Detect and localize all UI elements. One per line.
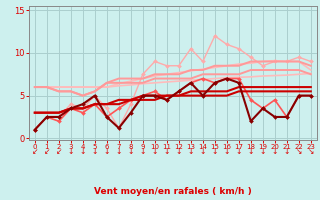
- Text: ↘: ↘: [308, 148, 314, 156]
- Text: ↓: ↓: [236, 148, 242, 156]
- Text: ↓: ↓: [128, 148, 134, 156]
- Text: ↘: ↘: [296, 148, 302, 156]
- Text: ↓: ↓: [152, 148, 158, 156]
- Text: ↓: ↓: [80, 148, 86, 156]
- Text: ↓: ↓: [140, 148, 146, 156]
- Text: ↓: ↓: [68, 148, 74, 156]
- Text: ↓: ↓: [200, 148, 206, 156]
- Text: ↓: ↓: [260, 148, 266, 156]
- Text: ↓: ↓: [116, 148, 122, 156]
- Text: ↙: ↙: [32, 148, 38, 156]
- Text: ↓: ↓: [212, 148, 218, 156]
- Text: ↓: ↓: [176, 148, 182, 156]
- Text: ↓: ↓: [284, 148, 290, 156]
- Text: ↓: ↓: [92, 148, 98, 156]
- Text: ↓: ↓: [164, 148, 170, 156]
- Text: ↙: ↙: [44, 148, 50, 156]
- Text: ↙: ↙: [56, 148, 62, 156]
- Text: ↓: ↓: [224, 148, 230, 156]
- Text: Vent moyen/en rafales ( km/h ): Vent moyen/en rafales ( km/h ): [94, 187, 252, 196]
- Text: ↓: ↓: [188, 148, 194, 156]
- Text: ↓: ↓: [104, 148, 110, 156]
- Text: ↓: ↓: [248, 148, 254, 156]
- Text: ↓: ↓: [272, 148, 278, 156]
